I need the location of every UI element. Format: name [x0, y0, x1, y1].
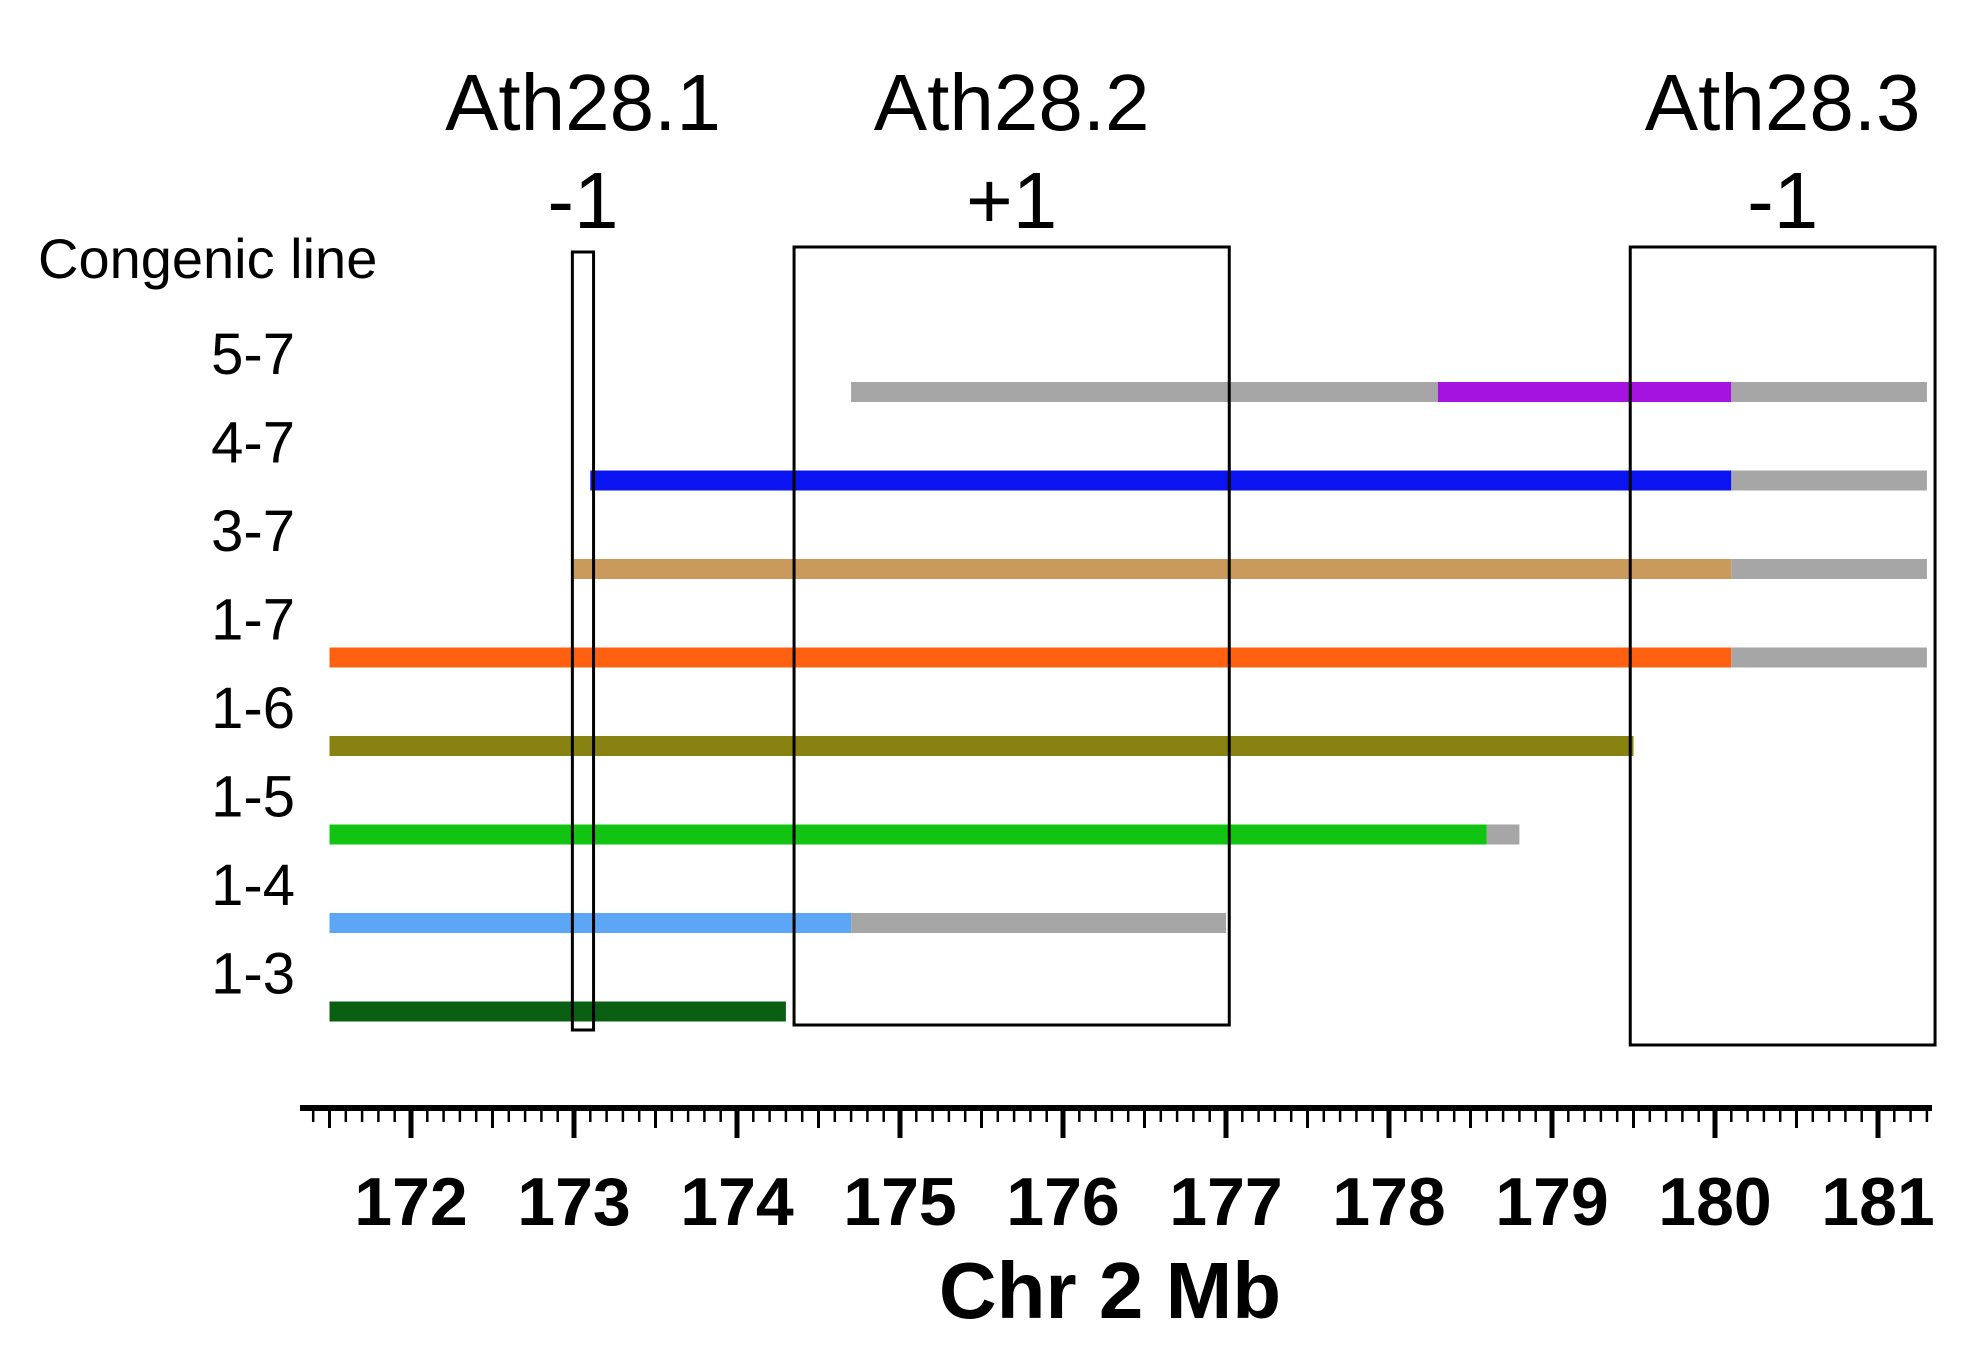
row-label-1-4: 1-4 [211, 853, 295, 918]
x-axis-title: Chr 2 Mb [939, 1246, 1281, 1335]
x-tick-label-178: 178 [1332, 1164, 1445, 1240]
interval-bars [329, 382, 1927, 1022]
x-tick-label-175: 175 [843, 1164, 956, 1240]
bar-segment-1-3-1 [329, 1001, 786, 1022]
bar-segment-1-6-1 [329, 736, 1634, 756]
row-label-3-7: 3-7 [211, 499, 295, 564]
row-label-1-7: 1-7 [211, 588, 295, 653]
bar-segment-3-7-1 [574, 559, 1732, 579]
row-label-4-7: 4-7 [211, 411, 295, 476]
bar-segment-1-7-1 [329, 647, 1732, 668]
qtl-box-Ath28.3 [1628, 245, 1937, 1047]
bar-segment-1-5-1 [329, 824, 1487, 845]
x-tick-label-180: 180 [1658, 1164, 1771, 1240]
bar-segment-1-4-1 [329, 913, 852, 933]
qtl-effect-Ath28.2: +1 [966, 156, 1057, 245]
bar-segment-1-7-2 [1731, 647, 1927, 668]
x-tick-label-174: 174 [680, 1164, 794, 1240]
bar-segment-3-7-2 [1731, 559, 1927, 579]
bar-segment-5-7-2 [1437, 382, 1732, 402]
qtl-box-Ath28.1 [570, 250, 596, 1032]
x-tick-label-179: 179 [1495, 1164, 1608, 1240]
x-tick-label-172: 172 [354, 1164, 467, 1240]
bar-segment-5-7-1 [851, 382, 1438, 402]
row-labels: 5-7 4-7 3-7 1-7 1-6 1-5 1-4 1-3 [211, 322, 295, 1007]
qtl-effect-Ath28.3: -1 [1747, 156, 1818, 245]
qtl-regions: Ath28.1 -1 Ath28.2 +1 Ath28.3 -1 [445, 58, 1937, 1047]
x-tick-label-173: 173 [517, 1164, 630, 1240]
row-label-1-3: 1-3 [211, 942, 295, 1007]
qtl-effect-Ath28.1: -1 [547, 156, 618, 245]
x-tick-label-176: 176 [1006, 1164, 1119, 1240]
bar-segment-1-5-2 [1486, 824, 1520, 845]
bar-segment-1-4-2 [851, 913, 1226, 933]
qtl-name-Ath28.3: Ath28.3 [1645, 58, 1921, 147]
row-label-1-5: 1-5 [211, 765, 295, 830]
row-label-5-7: 5-7 [211, 322, 295, 387]
row-label-1-6: 1-6 [211, 676, 295, 741]
bar-segment-5-7-3 [1731, 382, 1927, 402]
qtl-name-Ath28.1: Ath28.1 [445, 58, 721, 147]
bar-segment-4-7-1 [590, 470, 1732, 491]
qtl-name-Ath28.2: Ath28.2 [874, 58, 1150, 147]
x-axis: 172 173 174 175 176 177 178 179 180 181 [300, 1105, 1935, 1240]
x-tick-label-181: 181 [1821, 1164, 1934, 1240]
row-header-label: Congenic line [38, 227, 377, 290]
qtl-box-Ath28.2 [792, 245, 1231, 1027]
x-tick-label-177: 177 [1169, 1164, 1282, 1240]
bar-segment-4-7-2 [1731, 470, 1927, 491]
